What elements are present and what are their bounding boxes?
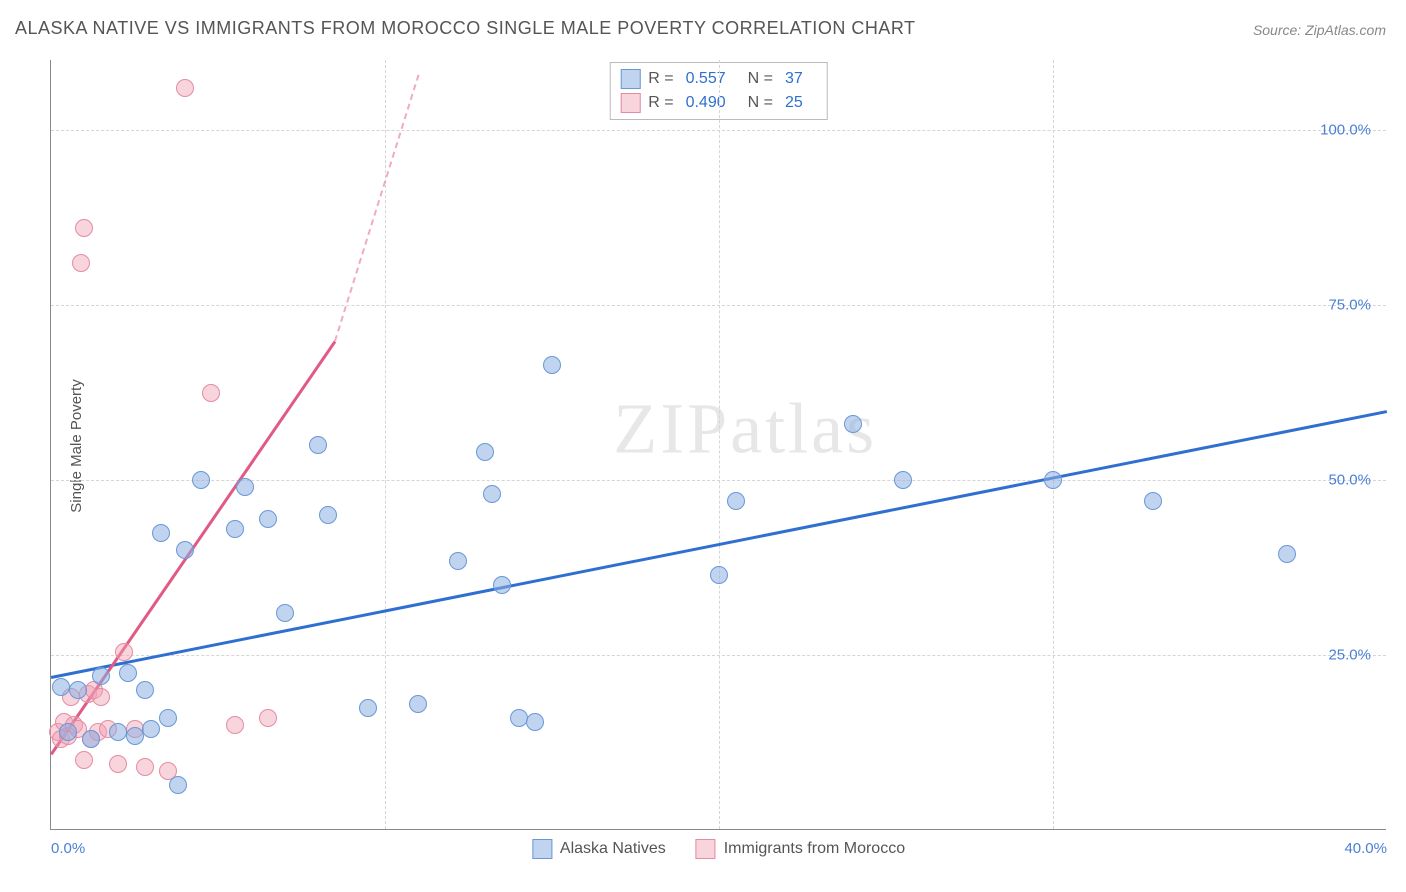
scatter-point: [259, 709, 277, 727]
legend-swatch-blue: [532, 839, 552, 859]
n-label: N =: [748, 70, 773, 88]
chart-title: ALASKA NATIVE VS IMMIGRANTS FROM MOROCCO…: [15, 18, 916, 39]
scatter-point: [176, 541, 194, 559]
legend-swatch-pink: [696, 839, 716, 859]
scatter-point: [75, 751, 93, 769]
scatter-point: [152, 524, 170, 542]
legend-label-pink: Immigrants from Morocco: [724, 840, 905, 858]
scatter-point: [276, 604, 294, 622]
scatter-point: [510, 709, 528, 727]
scatter-point: [259, 510, 277, 528]
legend-swatch-pink: [620, 93, 640, 113]
scatter-point: [526, 713, 544, 731]
legend-item-blue: Alaska Natives: [532, 839, 666, 859]
grid-line-v: [1053, 60, 1054, 829]
scatter-point: [159, 709, 177, 727]
scatter-point: [59, 723, 77, 741]
scatter-point: [109, 755, 127, 773]
scatter-point: [309, 436, 327, 454]
scatter-point: [493, 576, 511, 594]
scatter-point: [1044, 471, 1062, 489]
scatter-point: [192, 471, 210, 489]
series-legend: Alaska Natives Immigrants from Morocco: [532, 839, 905, 859]
r-label: R =: [648, 94, 673, 112]
grid-line-v: [719, 60, 720, 829]
scatter-point: [136, 758, 154, 776]
scatter-point: [449, 552, 467, 570]
n-label: N =: [748, 94, 773, 112]
scatter-point: [69, 681, 87, 699]
source-attribution: Source: ZipAtlas.com: [1253, 22, 1386, 38]
scatter-point: [483, 485, 501, 503]
scatter-point: [92, 688, 110, 706]
scatter-point: [409, 695, 427, 713]
scatter-point: [202, 384, 220, 402]
scatter-point: [82, 730, 100, 748]
scatter-point: [476, 443, 494, 461]
scatter-point: [119, 664, 137, 682]
y-tick-label: 50.0%: [1328, 472, 1371, 489]
scatter-point: [92, 667, 110, 685]
plot-area: ZIPatlas R = 0.557 N = 37 R = 0.490 N = …: [50, 60, 1386, 830]
scatter-point: [142, 720, 160, 738]
scatter-point: [1144, 492, 1162, 510]
scatter-point: [136, 681, 154, 699]
scatter-point: [52, 678, 70, 696]
scatter-point: [176, 79, 194, 97]
n-value-blue: 37: [785, 70, 803, 88]
trend-line: [334, 75, 419, 342]
scatter-point: [109, 723, 127, 741]
scatter-point: [72, 254, 90, 272]
scatter-point: [894, 471, 912, 489]
watermark: ZIPatlas: [613, 388, 877, 471]
scatter-point: [226, 520, 244, 538]
legend-label-blue: Alaska Natives: [560, 840, 666, 858]
chart-container: ALASKA NATIVE VS IMMIGRANTS FROM MOROCCO…: [0, 0, 1406, 892]
scatter-point: [727, 492, 745, 510]
y-tick-label: 75.0%: [1328, 297, 1371, 314]
scatter-point: [115, 643, 133, 661]
scatter-point: [319, 506, 337, 524]
scatter-point: [236, 478, 254, 496]
scatter-point: [1278, 545, 1296, 563]
y-tick-label: 25.0%: [1328, 647, 1371, 664]
scatter-point: [359, 699, 377, 717]
legend-swatch-blue: [620, 69, 640, 89]
x-tick-label: 0.0%: [51, 840, 85, 857]
scatter-point: [710, 566, 728, 584]
scatter-point: [226, 716, 244, 734]
y-tick-label: 100.0%: [1320, 122, 1371, 139]
scatter-point: [844, 415, 862, 433]
scatter-point: [126, 727, 144, 745]
scatter-point: [75, 219, 93, 237]
legend-item-pink: Immigrants from Morocco: [696, 839, 905, 859]
scatter-point: [169, 776, 187, 794]
scatter-point: [543, 356, 561, 374]
x-tick-label: 40.0%: [1344, 840, 1387, 857]
n-value-pink: 25: [785, 94, 803, 112]
r-label: R =: [648, 70, 673, 88]
